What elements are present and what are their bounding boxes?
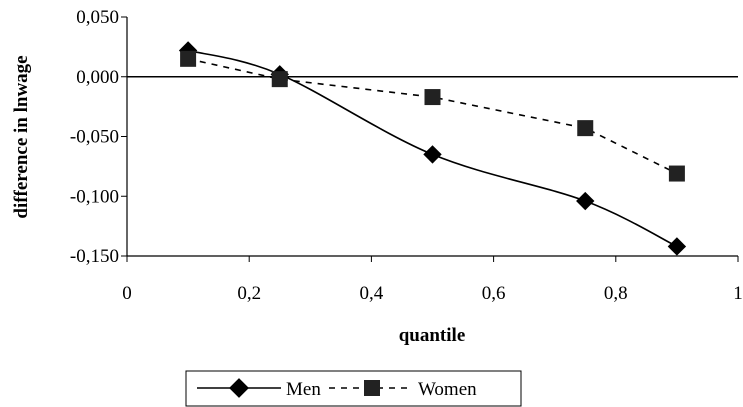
x-tick-label: 0,8 <box>604 283 628 304</box>
y-tick-label: -0,050 <box>70 127 119 148</box>
x-axis-title: quantile <box>399 325 466 346</box>
data-point-women <box>577 120 594 137</box>
y-tick-label: -0,100 <box>70 186 119 207</box>
x-tick-label: 1 <box>733 283 743 304</box>
legend-label-men: Men <box>286 379 321 400</box>
x-tick-label: 0,6 <box>482 283 506 304</box>
data-point-men <box>667 237 687 256</box>
data-point-men <box>423 145 442 164</box>
plot-area <box>126 17 738 257</box>
y-tick-label: 0,000 <box>76 67 119 88</box>
series-line-women <box>187 58 678 175</box>
data-point-women <box>668 165 685 182</box>
x-tick-label: 0,4 <box>360 283 384 304</box>
y-axis-title: difference in lnwage <box>11 55 32 218</box>
legend: Men Women <box>185 370 522 407</box>
y-tick-label: -0,150 <box>70 246 119 267</box>
x-tick-label: 0 <box>122 283 132 304</box>
legend-marker-men <box>229 378 249 398</box>
legend-label-women: Women <box>418 379 477 400</box>
data-point-women <box>271 71 288 88</box>
data-point-women <box>180 50 197 67</box>
y-tick-label: 0,050 <box>76 7 119 28</box>
x-tick-label: 0,2 <box>237 283 261 304</box>
data-point-men <box>576 191 595 211</box>
data-point-women <box>424 89 441 106</box>
legend-marker-women <box>364 380 380 396</box>
